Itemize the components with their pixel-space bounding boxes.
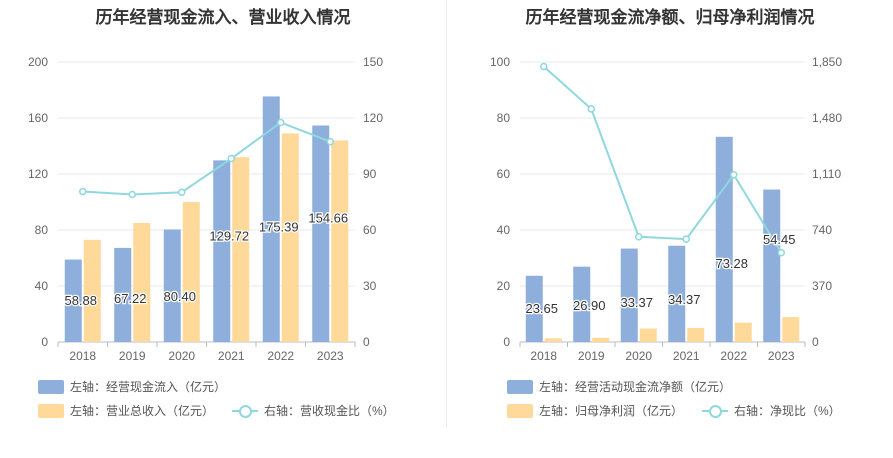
bar-value-label: 34.37 — [668, 292, 701, 307]
right-axis-tick-label: 0 — [363, 335, 370, 349]
right-axis-tick-label: 0 — [812, 335, 819, 349]
bar-secondary — [734, 322, 752, 342]
ratio-line — [82, 121, 331, 196]
left-axis-tick-label: 40 — [35, 279, 49, 293]
bar-secondary — [133, 223, 151, 342]
left-axis-tick-label: 200 — [28, 55, 48, 69]
ratio-point — [227, 154, 235, 163]
right-axis-tick-label: 60 — [363, 223, 377, 237]
bar-secondary — [182, 202, 200, 342]
bar-value-label: 54.45 — [763, 232, 796, 247]
bar-value-label: 26.90 — [573, 298, 606, 313]
bar-primary — [525, 275, 543, 342]
left-axis-tick-label: 40 — [497, 223, 511, 237]
left-axis-tick-label: 100 — [490, 55, 510, 69]
chart-title: 历年经营现金流净额、归母净利润情况 — [525, 8, 815, 27]
right-axis-tick-label: 150 — [363, 55, 383, 69]
x-axis-tick-label: 2020 — [168, 349, 195, 363]
ratio-point — [79, 187, 87, 196]
bar-primary — [763, 189, 781, 342]
x-axis-tick-label: 2019 — [578, 349, 605, 363]
bar-primary — [620, 248, 638, 342]
ratio-point — [128, 190, 136, 199]
ratio-point — [587, 105, 595, 113]
ratio-point — [635, 233, 643, 241]
left-axis-tick-label: 20 — [497, 279, 511, 293]
right-axis-tick-label: 90 — [363, 167, 377, 181]
ratio-point — [326, 137, 334, 146]
bar-secondary — [544, 338, 562, 342]
right-axis-tick-label: 1,110 — [812, 167, 841, 181]
x-axis-tick-label: 2019 — [119, 349, 146, 363]
left-axis-tick-label: 120 — [28, 167, 48, 181]
bar-value-label: 129.72 — [209, 228, 249, 243]
bar-secondary — [592, 337, 610, 342]
x-axis-tick-label: 2020 — [625, 349, 652, 363]
chart-title: 历年经营现金流入、营业收入情况 — [95, 8, 351, 27]
cash-inflow-revenue-chart: 历年经营现金流入、营业收入情况 0 40 80 120 160 200 0 30 60 90 120… — [0, 0, 446, 458]
ratio-line — [543, 65, 783, 254]
x-axis-tick-label: 2021 — [218, 349, 245, 363]
bar-primary — [64, 259, 82, 342]
bar-value-label: 33.37 — [620, 295, 653, 310]
right-axis-tick-label: 370 — [812, 279, 832, 293]
right-axis-tick-label: 120 — [363, 111, 383, 125]
bar-value-label: 175.39 — [259, 219, 299, 234]
right-axis-tick-label: 1,850 — [812, 55, 842, 69]
x-axis-tick-label: 2023 — [768, 349, 795, 363]
x-axis-tick-label: 2018 — [69, 349, 96, 363]
x-axis-tick-label: 2021 — [673, 349, 700, 363]
bar-value-label: 154.66 — [308, 210, 348, 225]
bar-value-label: 23.65 — [525, 301, 558, 316]
bar-primary — [668, 245, 686, 342]
bar-secondary — [639, 328, 657, 342]
right-axis-tick-label: 1,480 — [812, 111, 842, 125]
left-axis-tick-label: 60 — [497, 167, 511, 181]
bar-secondary — [281, 133, 299, 342]
chart-plot-area: 0 20 40 60 80 100 0 370 740 1,110 1,480 1,850 2018 20… — [490, 55, 842, 363]
ratio-point — [277, 118, 285, 127]
left-axis-tick-label: 0 — [41, 335, 48, 349]
bar-value-label: 80.40 — [163, 289, 196, 304]
bar-primary — [213, 160, 231, 342]
bar-primary — [573, 266, 591, 342]
left-axis-tick-label: 0 — [503, 335, 510, 349]
bar-secondary — [232, 157, 250, 342]
x-axis-tick-label: 2022 — [267, 349, 294, 363]
panel-divider — [446, 0, 447, 428]
ratio-point — [540, 62, 548, 71]
bar-secondary — [782, 317, 800, 342]
left-axis-tick-label: 160 — [28, 111, 48, 125]
left-axis-tick-label: 80 — [497, 111, 511, 125]
bar-primary — [163, 229, 181, 342]
bar-primary — [715, 136, 733, 342]
chart-plot-area: 0 40 80 120 160 200 0 30 60 90 120 150 2018 2019 2020 2… — [28, 55, 383, 363]
bar-primary — [312, 125, 330, 342]
ratio-point — [682, 235, 690, 243]
bar-secondary — [687, 328, 705, 342]
ratio-point — [730, 171, 738, 179]
x-axis-tick-label: 2018 — [530, 349, 557, 363]
bar-primary — [114, 247, 132, 342]
bar-value-label: 73.28 — [715, 256, 748, 271]
ratio-point — [777, 248, 785, 257]
net-cash-profit-chart: 历年经营现金流净额、归母净利润情况 0 20 40 60 80 100 0 370 740 1,1… — [447, 0, 893, 458]
left-axis-tick-label: 80 — [35, 223, 49, 237]
bar-secondary — [331, 140, 349, 342]
bar-primary — [262, 96, 280, 342]
bar-value-label: 58.88 — [64, 293, 97, 308]
bar-value-label: 67.22 — [114, 291, 147, 306]
right-axis-tick-label: 740 — [812, 223, 832, 237]
ratio-point — [178, 188, 186, 197]
x-axis-tick-label: 2022 — [720, 349, 747, 363]
x-axis-tick-label: 2023 — [317, 349, 344, 363]
right-axis-tick-label: 30 — [363, 279, 377, 293]
bar-secondary — [83, 239, 101, 342]
